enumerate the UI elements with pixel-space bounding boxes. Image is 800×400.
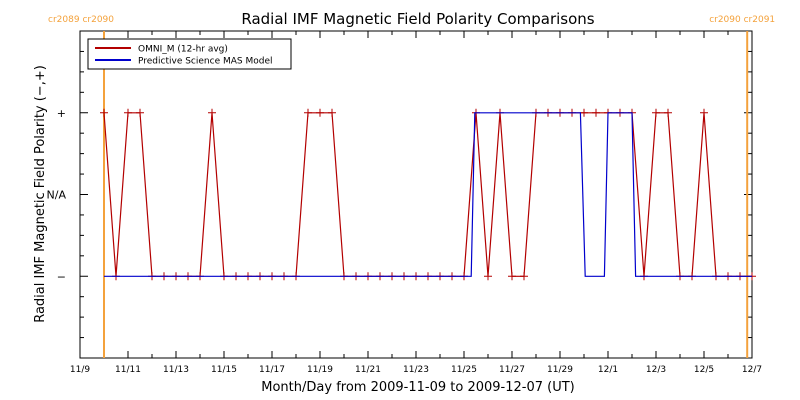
data-point-marker — [652, 108, 660, 117]
x-tick-label: 11/13 — [163, 365, 189, 375]
legend-box — [87, 38, 292, 70]
data-point-marker — [328, 108, 336, 117]
x-tick-label: 11/27 — [499, 365, 525, 375]
data-point-marker — [508, 272, 516, 281]
data-point-marker — [208, 108, 216, 117]
chart-title: Radial IMF Magnetic Field Polarity Compa… — [241, 10, 594, 28]
y-tick-label: N/A — [47, 189, 67, 202]
data-point-marker — [580, 108, 588, 117]
data-point-marker — [520, 272, 528, 281]
x-tick-label: 11/15 — [211, 365, 237, 375]
x-tick-label: 12/5 — [694, 365, 714, 375]
x-tick-label: 12/1 — [598, 365, 618, 375]
x-tick-label: 11/29 — [547, 365, 573, 375]
x-tick-label: 11/23 — [403, 365, 429, 375]
legend: OMNI_M (12-hr avg) Predictive Science MAS… — [87, 38, 292, 70]
legend-entry-label: OMNI_M (12-hr avg) — [138, 45, 228, 55]
x-tick-label: 12/3 — [646, 365, 666, 375]
x-tick-label: 11/19 — [307, 365, 333, 375]
y-tick-label: − — [57, 270, 66, 283]
x-tick-label: 11/9 — [70, 365, 90, 375]
data-point-marker — [124, 108, 132, 117]
data-point-marker — [136, 108, 144, 117]
data-point-marker — [304, 108, 312, 117]
legend-entry-label: Predictive Science MAS Model — [138, 57, 273, 67]
rotation-marker-label: cr2090 cr2091 — [709, 15, 775, 25]
y-tick-label: + — [57, 107, 66, 120]
rotation-marker-label: cr2089 cr2090 — [48, 15, 114, 25]
data-point-marker — [316, 108, 324, 117]
x-tick-label: 11/25 — [451, 365, 477, 375]
data-point-marker — [664, 108, 672, 117]
data-point-marker — [100, 108, 108, 117]
x-tick-label: 11/21 — [355, 365, 381, 375]
x-tick-label: 12/7 — [742, 365, 762, 375]
data-point-marker — [700, 108, 708, 117]
data-point-marker — [484, 272, 492, 281]
x-tick-label: 11/17 — [259, 365, 285, 375]
y-axis-label: Radial IMF Magnetic Field Polarity (−,+) — [33, 65, 48, 323]
x-tick-label: 11/11 — [115, 365, 141, 375]
x-axis-label: Month/Day from 2009-11-09 to 2009-12-07 … — [261, 380, 574, 395]
data-point-marker — [592, 108, 600, 117]
series-line-mas — [104, 112, 752, 277]
plot-area: 11/9 11/11 11/13 11/15 11/17 11/19 11/21 11/23 1… — [47, 15, 776, 375]
